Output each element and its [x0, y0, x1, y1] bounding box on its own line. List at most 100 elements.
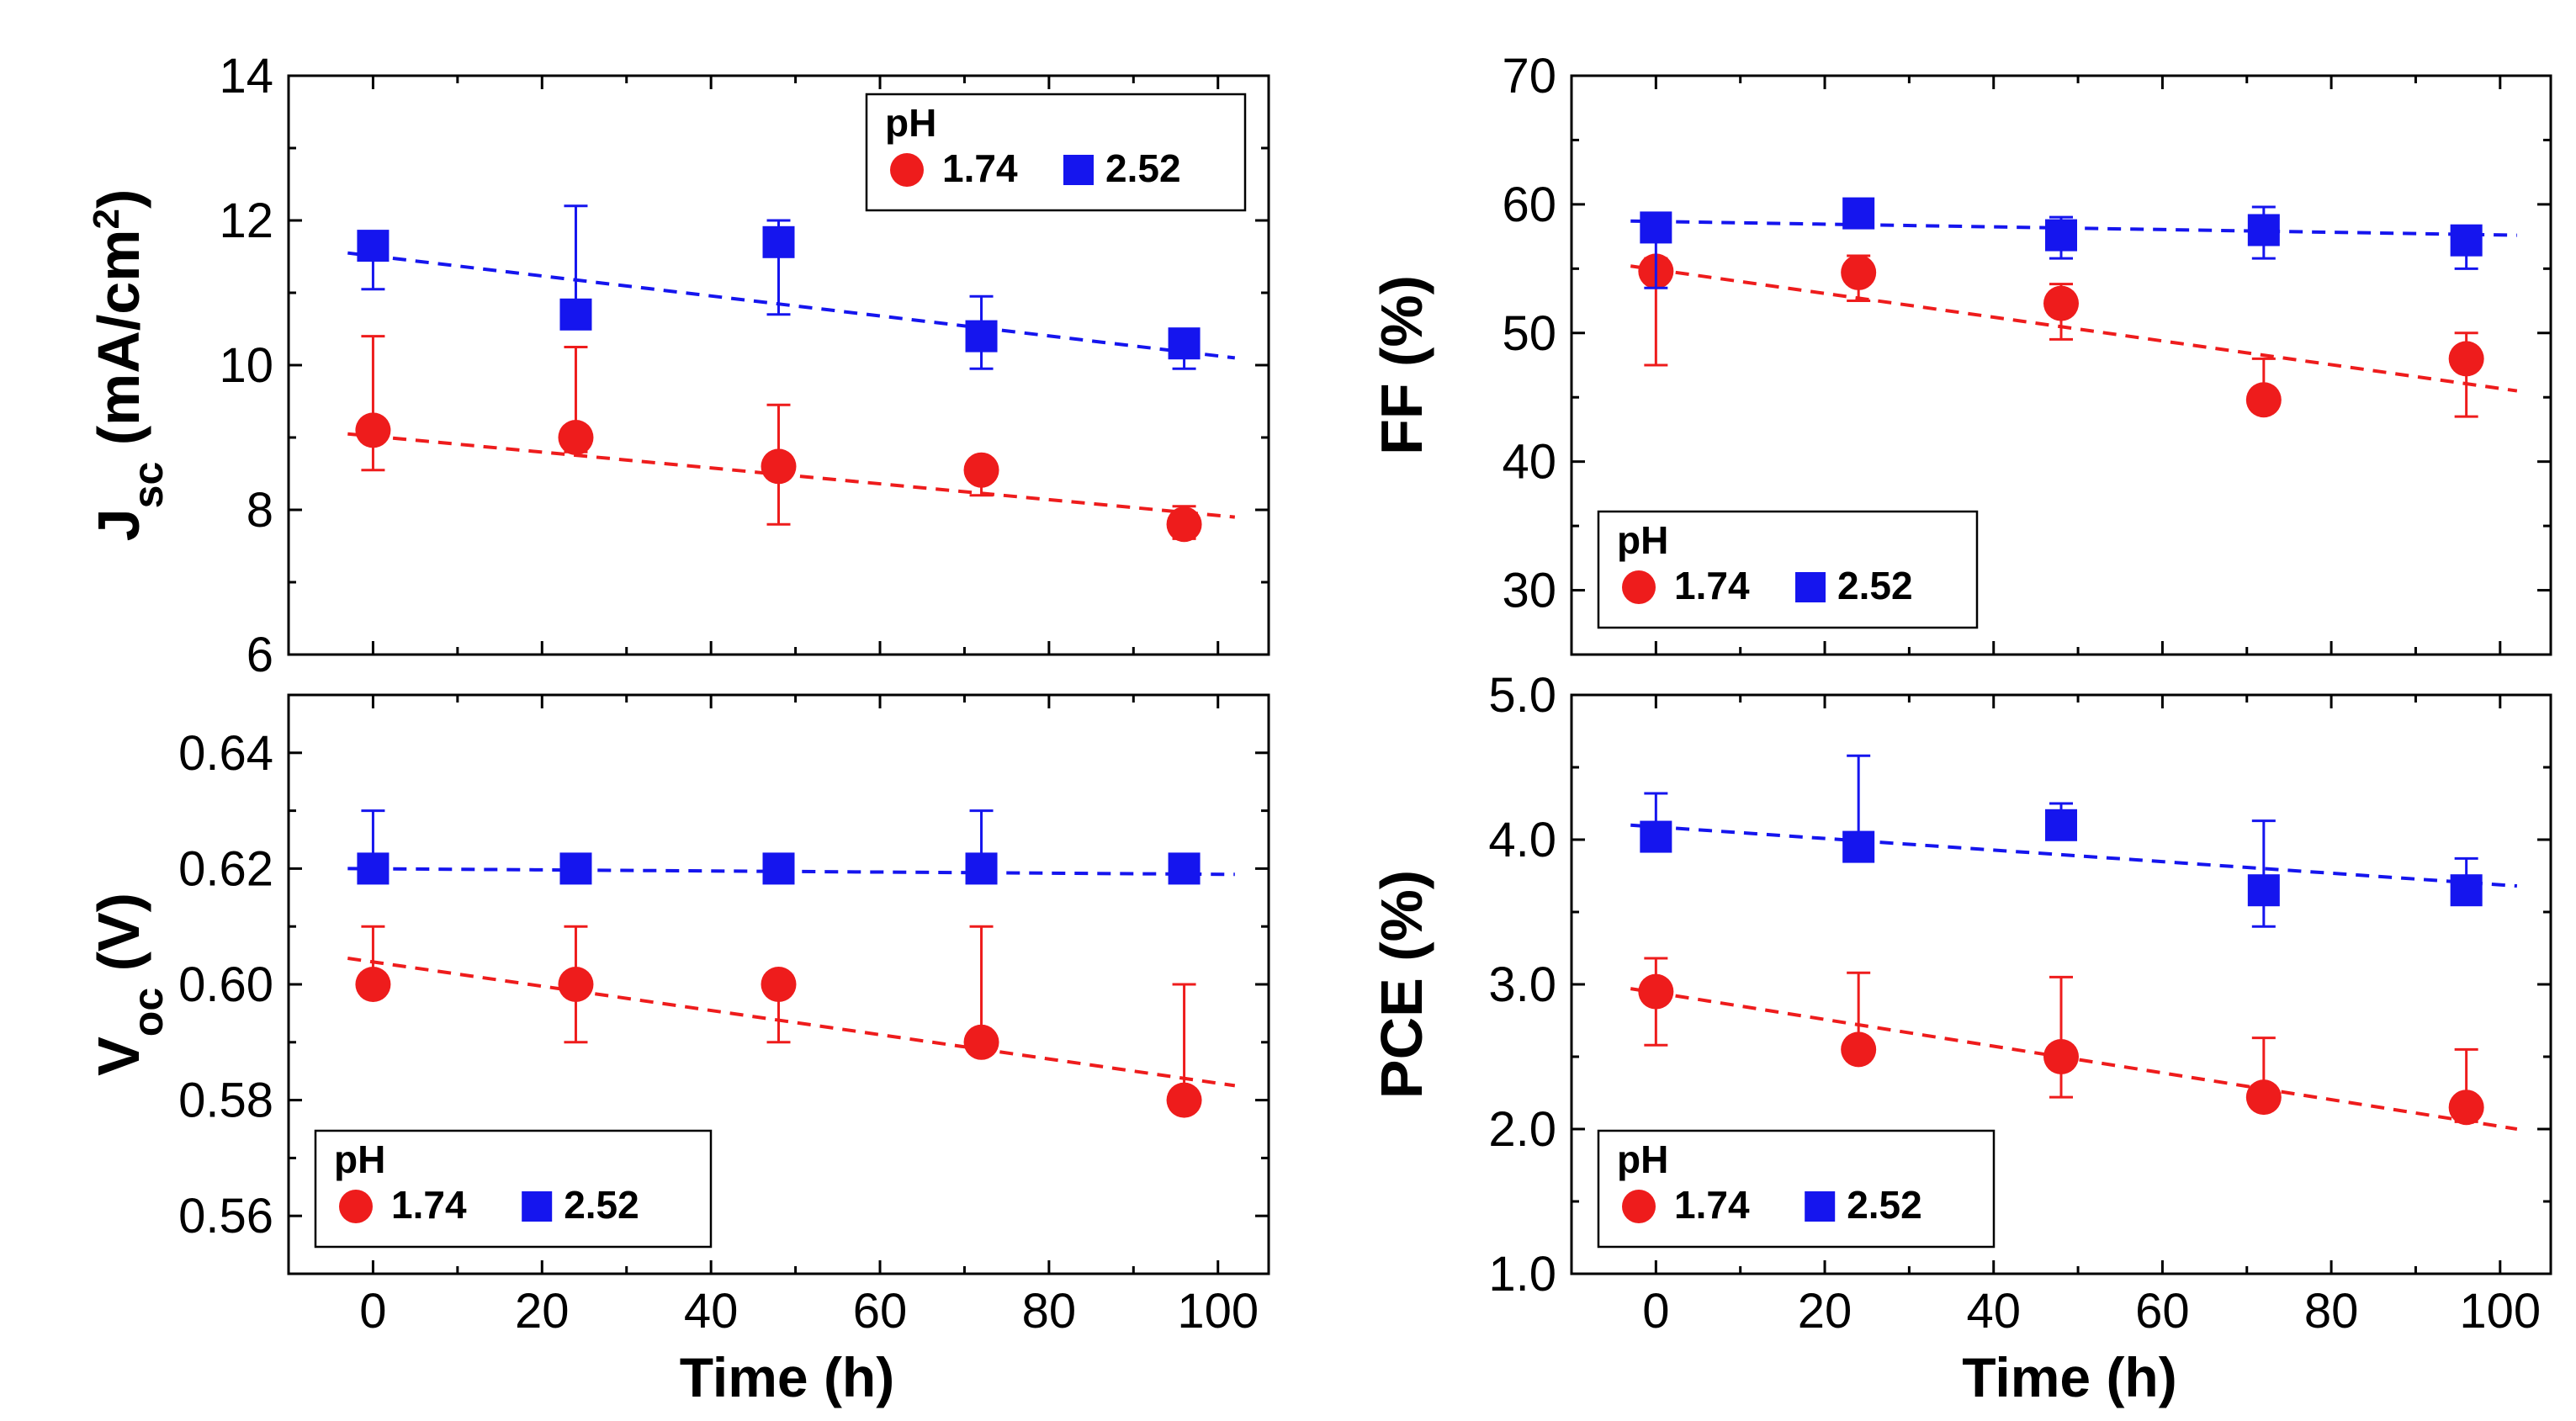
voc-point-1.74	[355, 967, 391, 1002]
ff-legend-marker-circle	[1622, 570, 1656, 604]
pce-xlabel: Time (h)	[1962, 1346, 2176, 1408]
pce-legend-marker-square	[1805, 1191, 1836, 1222]
pce-fit-line-2.52	[1630, 823, 2517, 888]
jsc-ylabel: Jsc (mA/cm2)	[86, 189, 172, 542]
jsc-legend-label: 2.52	[1105, 146, 1181, 190]
voc-xlabel: Time (h)	[680, 1346, 894, 1408]
voc-xtick-label: 60	[853, 1284, 908, 1339]
pce-legend-label: 1.74	[1674, 1183, 1750, 1227]
ff-point-2.52	[1842, 197, 1875, 230]
ff-ytick-label: 60	[1502, 178, 1556, 232]
jsc-point-1.74	[1166, 506, 1202, 543]
voc-xtick-label: 80	[1022, 1284, 1077, 1339]
pce-point-2.52	[2450, 874, 2483, 907]
voc-ylabel: Voc (V)	[86, 893, 172, 1076]
pce-point-2.52	[2045, 809, 2077, 841]
jsc-fit-line-2.52	[347, 251, 1236, 360]
jsc-point-2.52	[762, 225, 795, 258]
voc-ytick-label: 0.58	[178, 1074, 273, 1128]
pce-ytick-label: 1.0	[1488, 1247, 1556, 1302]
ff-legend-label: 2.52	[1837, 564, 1913, 607]
ff-point-2.52	[2045, 219, 2077, 252]
voc-point-1.74	[1166, 1082, 1202, 1118]
ff-point-1.74	[1841, 254, 1877, 290]
pce-point-1.74	[2245, 1079, 2282, 1116]
voc-legend-label: 1.74	[391, 1183, 467, 1227]
voc-point-2.52	[357, 852, 390, 885]
ff-ytick-label: 40	[1502, 435, 1556, 490]
pce-xtick-label: 80	[2304, 1284, 2359, 1339]
pce-xtick-label: 100	[2459, 1284, 2541, 1339]
voc-xtick-label: 100	[1177, 1284, 1259, 1339]
pce-point-2.52	[2247, 874, 2280, 907]
voc-legend-title: pH	[334, 1137, 385, 1181]
ff-plot-frame	[1570, 74, 2552, 656]
jsc-point-1.74	[963, 452, 999, 488]
pce-point-2.52	[1640, 820, 1672, 853]
pce-ytick-label: 3.0	[1488, 957, 1556, 1012]
jsc-legend-label: 1.74	[942, 146, 1018, 190]
ff-fit-line-1.74	[1630, 264, 2518, 393]
pce-legend-label: 2.52	[1847, 1183, 1922, 1227]
pce-legend-title: pH	[1617, 1137, 1668, 1181]
ff-point-1.74	[2448, 341, 2484, 377]
voc-ytick-label: 0.62	[178, 841, 273, 896]
jsc-legend-title: pH	[885, 101, 936, 145]
voc-point-2.52	[559, 852, 592, 885]
jsc-point-1.74	[761, 448, 797, 485]
pce-xtick-label: 60	[2135, 1284, 2190, 1339]
pce-point-1.74	[2043, 1039, 2079, 1074]
pce-point-2.52	[1842, 830, 1875, 863]
voc-legend-label: 2.52	[564, 1183, 639, 1227]
pce-legend	[1597, 1129, 1996, 1249]
ff-legend	[1597, 510, 1979, 629]
pce-legend-marker-circle	[1622, 1190, 1656, 1223]
jsc-point-2.52	[1168, 327, 1201, 360]
jsc-point-2.52	[965, 320, 998, 353]
voc-legend-marker-circle	[339, 1190, 373, 1223]
ff-ytick-label: 70	[1502, 49, 1556, 103]
ff-legend-marker-square	[1795, 572, 1826, 602]
jsc-ytick-label: 6	[246, 628, 273, 682]
ff-ytick-label: 50	[1502, 306, 1556, 361]
voc-point-1.74	[963, 1024, 999, 1060]
ff-point-1.74	[2245, 382, 2282, 418]
voc-xtick-label: 0	[359, 1284, 386, 1339]
pce-xtick-label: 40	[1966, 1284, 2021, 1339]
ff-legend-label: 1.74	[1674, 564, 1750, 607]
voc-legend-marker-square	[522, 1191, 553, 1222]
ff-ytick-label: 30	[1502, 564, 1556, 618]
voc-ytick-label: 0.64	[178, 726, 273, 781]
pce-ytick-label: 2.0	[1488, 1102, 1556, 1157]
jsc-legend-marker-circle	[890, 153, 924, 187]
pce-ylabel: PCE (%)	[1369, 870, 1434, 1099]
jsc-point-2.52	[357, 230, 390, 262]
ff-point-2.52	[2247, 214, 2280, 247]
voc-xtick-label: 40	[684, 1284, 739, 1339]
jsc-ytick-label: 10	[219, 338, 273, 393]
voc-point-1.74	[761, 967, 797, 1002]
ff-point-1.74	[2043, 285, 2079, 321]
pce-point-1.74	[2448, 1090, 2484, 1126]
jsc-point-1.74	[355, 412, 391, 448]
jsc-point-2.52	[559, 298, 592, 331]
ff-legend-title: pH	[1617, 518, 1668, 562]
voc-point-1.74	[558, 967, 594, 1002]
voc-ytick-label: 0.56	[178, 1189, 273, 1243]
ff-ylabel: FF (%)	[1369, 275, 1434, 455]
jsc-ytick-label: 12	[219, 194, 273, 248]
pce-ytick-label: 4.0	[1488, 813, 1556, 867]
voc-legend	[314, 1129, 713, 1249]
jsc-point-1.74	[558, 420, 594, 455]
pce-point-1.74	[1841, 1031, 1877, 1068]
voc-fit-line-1.74	[347, 957, 1236, 1088]
jsc-fit-line-1.74	[347, 432, 1236, 519]
pce-point-1.74	[1638, 973, 1674, 1010]
jsc-legend	[865, 93, 1247, 212]
voc-point-2.52	[762, 852, 795, 885]
pce-ytick-label: 5.0	[1488, 668, 1556, 723]
ff-point-2.52	[1640, 211, 1672, 244]
voc-ytick-label: 0.60	[178, 957, 273, 1012]
